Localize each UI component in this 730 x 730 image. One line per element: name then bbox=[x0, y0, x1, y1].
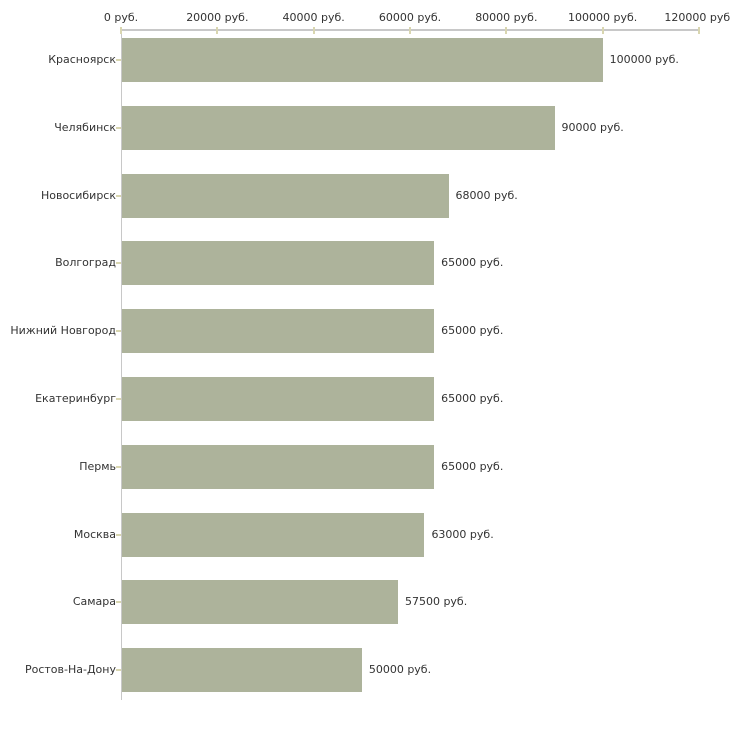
category-label: Пермь bbox=[79, 459, 116, 473]
category-tick-mark bbox=[116, 330, 121, 333]
x-axis-tick-label: 40000 руб. bbox=[282, 11, 345, 24]
x-axis-tick-label: 0 руб. bbox=[103, 11, 139, 24]
bar bbox=[122, 580, 398, 625]
x-axis-tick-mark bbox=[216, 27, 219, 34]
x-axis-tick-label: 20000 руб. bbox=[186, 11, 249, 24]
category-tick-mark bbox=[116, 262, 121, 265]
category-tick-mark bbox=[116, 669, 121, 672]
value-label: 50000 руб. bbox=[368, 663, 432, 677]
value-label: 65000 руб. bbox=[441, 392, 504, 405]
bar bbox=[122, 309, 435, 354]
category-label: Челябинск bbox=[54, 120, 116, 134]
category-label: Ростов-На-Дону bbox=[24, 663, 116, 677]
bar bbox=[122, 173, 449, 218]
x-axis-tick-mark bbox=[505, 27, 508, 34]
bar bbox=[122, 377, 435, 421]
category-tick-mark bbox=[116, 194, 121, 197]
x-axis-tick-mark bbox=[601, 27, 604, 34]
value-label: 57500 руб. bbox=[404, 595, 468, 609]
x-axis-tick-label: 120000 руб. bbox=[664, 11, 730, 24]
category-label: Волгоград bbox=[55, 256, 116, 270]
value-label: 100000 руб. bbox=[609, 53, 679, 66]
bar bbox=[122, 241, 435, 286]
category-tick-mark bbox=[116, 533, 121, 536]
x-axis-tick-mark bbox=[698, 27, 700, 34]
x-axis-tick-label: 80000 руб. bbox=[475, 11, 538, 24]
x-axis-tick-label: 100000 руб. bbox=[568, 11, 638, 24]
value-label: 65000 руб. bbox=[441, 324, 504, 338]
category-label: Красноярск bbox=[48, 53, 116, 66]
x-axis-tick-label: 60000 руб. bbox=[378, 11, 442, 24]
category-tick-mark bbox=[116, 398, 121, 400]
bar bbox=[122, 105, 555, 150]
value-label: 68000 руб. bbox=[455, 188, 518, 202]
x-axis-tick-mark bbox=[312, 27, 315, 34]
value-label: 65000 руб. bbox=[441, 256, 504, 270]
category-label: Екатеринбург bbox=[35, 392, 116, 405]
category-tick-mark bbox=[116, 126, 121, 129]
x-axis-tick-mark bbox=[409, 27, 411, 34]
bar bbox=[122, 512, 425, 557]
bar bbox=[122, 648, 362, 693]
category-label: Новосибирск bbox=[40, 188, 116, 202]
bar bbox=[122, 38, 603, 82]
value-label: 65000 руб. bbox=[441, 459, 504, 473]
category-label: Москва bbox=[73, 527, 116, 541]
x-axis-tick-mark bbox=[120, 27, 122, 34]
value-label: 90000 руб. bbox=[561, 120, 624, 134]
value-label: 63000 руб. bbox=[431, 527, 494, 541]
y-axis-line bbox=[121, 29, 122, 700]
category-tick-mark bbox=[116, 465, 121, 468]
category-tick-mark bbox=[116, 601, 121, 604]
category-label: Нижний Новгород bbox=[10, 324, 116, 338]
category-tick-mark bbox=[116, 59, 121, 61]
bar bbox=[122, 444, 435, 489]
category-label: Самара bbox=[72, 595, 116, 609]
